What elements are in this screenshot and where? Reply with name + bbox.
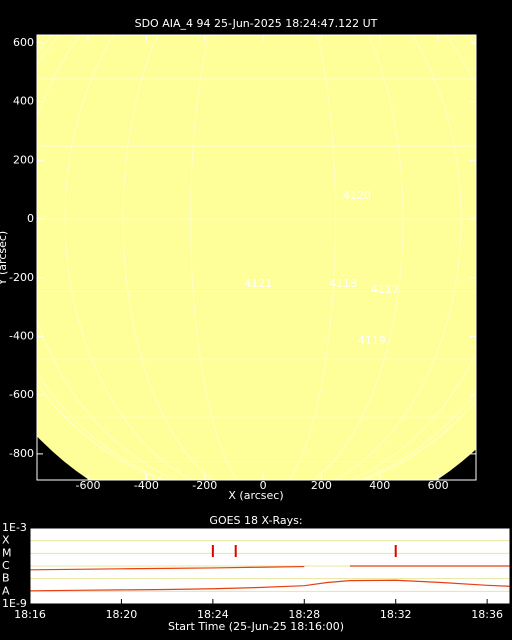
- region-label: 4118: [329, 277, 357, 290]
- y-tick-label: -200: [9, 271, 34, 284]
- region-label: 4120: [343, 189, 371, 202]
- y-tick-label: X: [2, 534, 10, 547]
- plot-frame: [36, 34, 477, 481]
- x-tick-label: 18:24: [197, 608, 229, 621]
- y-tick-label: 200: [13, 153, 34, 166]
- y-tick-label: C: [2, 559, 10, 572]
- x-tick-label: 0: [260, 479, 267, 492]
- plot-frame: [29, 527, 511, 605]
- x-tick-label: -400: [134, 479, 159, 492]
- image-title: SDO AIA_4 94 25-Jun-2025 18:24:47.122 UT: [135, 17, 378, 30]
- x-tick-label: -200: [192, 479, 217, 492]
- y-tick-label: 600: [13, 36, 34, 49]
- y-tick-label: -400: [9, 329, 34, 342]
- flux-line: [29, 579, 511, 592]
- x-tick-label: 200: [311, 479, 332, 492]
- x-tick-label: 18:28: [288, 608, 320, 621]
- x-tick-label: 18:32: [380, 608, 412, 621]
- y-tick-label: -800: [9, 447, 34, 460]
- y-tick-label: M: [2, 546, 12, 559]
- y-tick-label: B: [2, 572, 10, 585]
- y-tick-label: 0: [27, 212, 34, 225]
- x-tick-label: 18:20: [106, 608, 138, 621]
- region-label: 4121: [244, 277, 272, 290]
- goes-title: GOES 18 X-Rays:: [209, 514, 302, 527]
- y-tick-label: 1E-9: [2, 597, 27, 610]
- x-tick-label: 18:16: [14, 608, 46, 621]
- region-label: 4117: [371, 283, 399, 296]
- x-tick-label: 600: [428, 479, 449, 492]
- image-area: [37, 35, 476, 480]
- y-axis-label: Y (arcsec): [0, 231, 9, 286]
- x-tick-label: 400: [369, 479, 390, 492]
- y-tick-label: -600: [9, 388, 34, 401]
- y-tick-label: 400: [13, 95, 34, 108]
- x-tick-label: -600: [76, 479, 101, 492]
- flux-line: [29, 565, 510, 571]
- x-axis-label: X (arcsec): [228, 489, 283, 502]
- region-label: 4119: [358, 334, 386, 347]
- y-tick-label: 1E-3: [2, 521, 27, 534]
- x-tick-label: 18:36: [471, 608, 503, 621]
- goes-x-label: Start Time (25-Jun-25 18:16:00): [168, 620, 344, 633]
- y-tick-label: A: [2, 584, 10, 597]
